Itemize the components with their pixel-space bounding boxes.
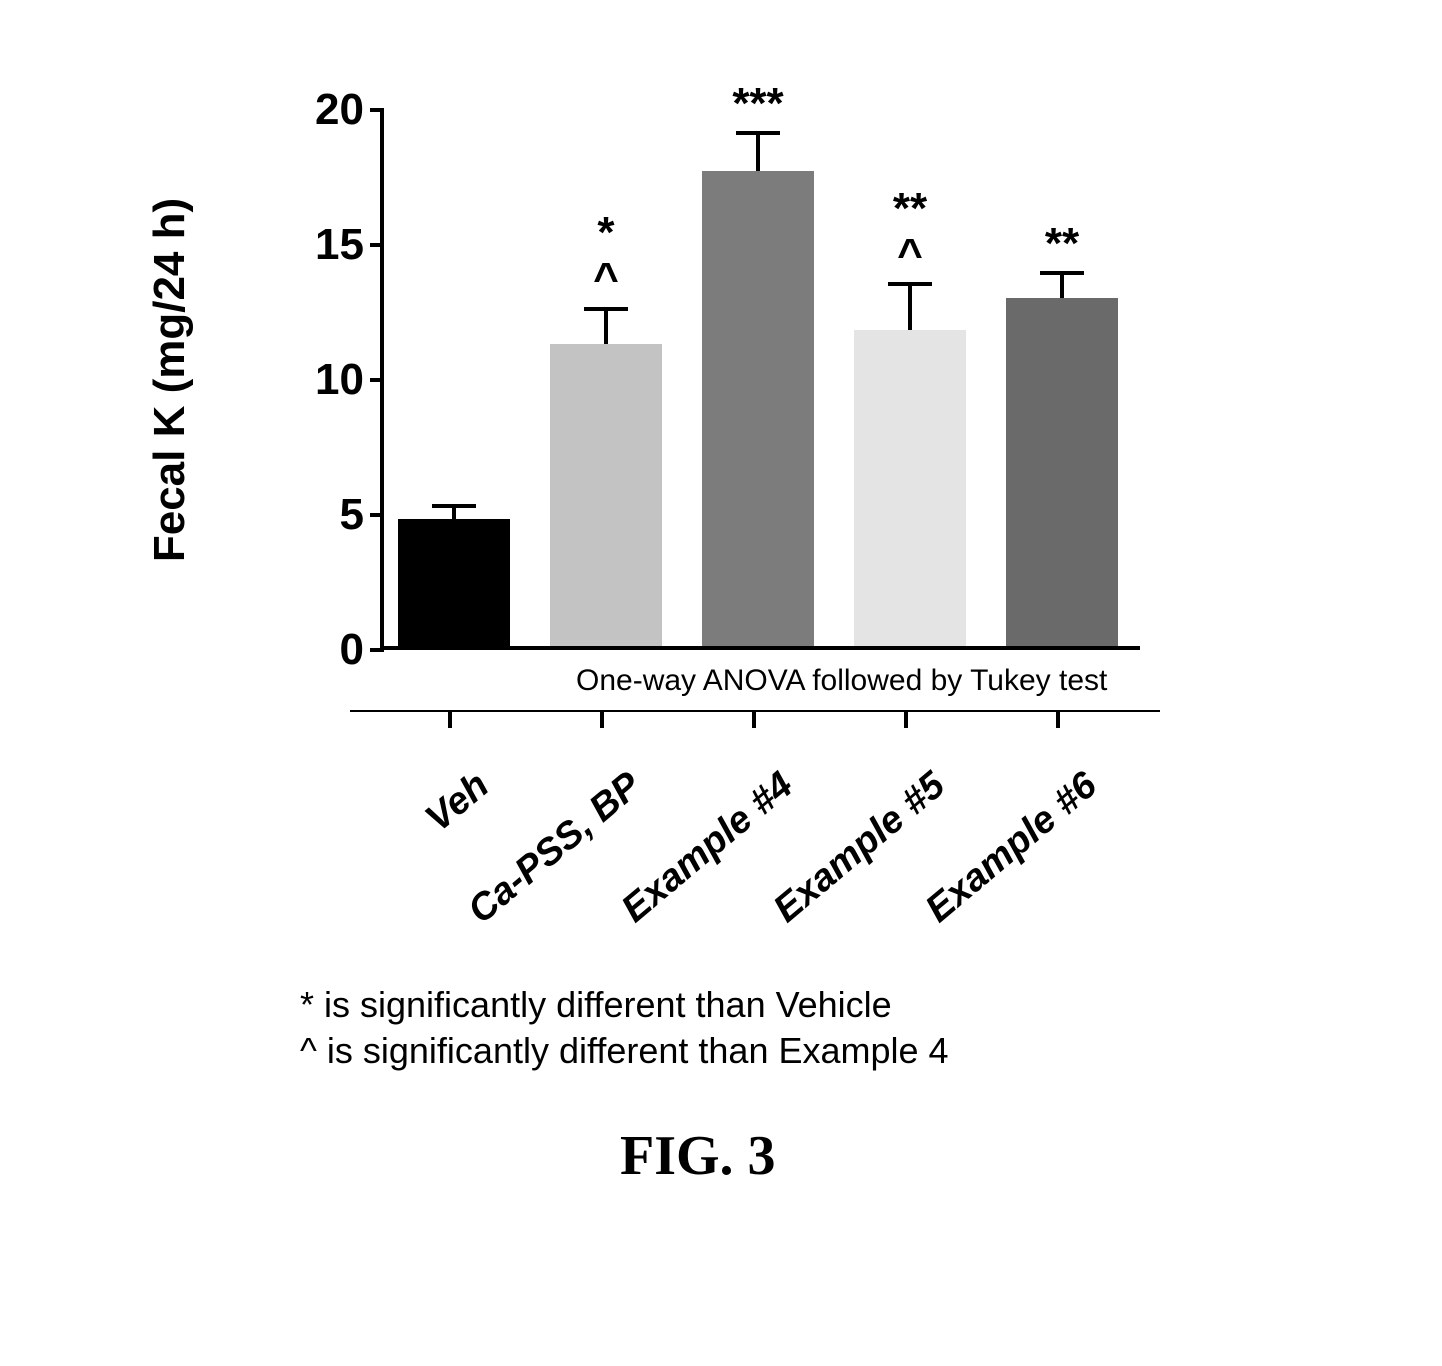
x-tick	[600, 710, 604, 728]
error-bar	[908, 284, 912, 330]
y-tick	[370, 243, 384, 247]
significance-label: **	[1045, 221, 1079, 267]
footnote-asterisk: * is significantly different than Vehicl…	[300, 984, 892, 1026]
bar-body	[1006, 298, 1118, 646]
y-tick	[370, 108, 384, 112]
bar: *^	[550, 106, 662, 646]
significance-label: ***	[732, 81, 783, 127]
x-tick	[752, 710, 756, 728]
bar	[398, 106, 510, 646]
bar-body	[550, 344, 662, 646]
y-tick	[370, 513, 384, 517]
significance-label: *^	[593, 210, 619, 302]
significance-label: **^	[893, 186, 927, 278]
error-bar-cap	[584, 307, 628, 311]
x-tick	[448, 710, 452, 728]
error-bar	[1060, 273, 1064, 297]
y-tick-label: 20	[315, 85, 364, 135]
y-tick-label: 5	[340, 490, 364, 540]
error-bar	[604, 309, 608, 344]
plot-box: 05101520*^*****^**	[380, 110, 1140, 650]
y-tick-label: 0	[340, 625, 364, 675]
error-bar	[452, 506, 456, 520]
error-bar-cap	[432, 504, 476, 508]
bar: **^	[854, 106, 966, 646]
figure-caption: FIG. 3	[620, 1124, 776, 1188]
x-tick	[1056, 710, 1060, 728]
bar: **	[1006, 106, 1118, 646]
bar: ***	[702, 106, 814, 646]
chart-area: Fecal K (mg/24 h) 05101520*^*****^** One…	[260, 110, 1160, 750]
y-tick-label: 15	[315, 220, 364, 270]
y-tick	[370, 648, 384, 652]
y-axis-label: Fecal K (mg/24 h)	[145, 198, 195, 562]
anova-note: One-way ANOVA followed by Tukey test	[576, 664, 1107, 698]
bar-body	[702, 171, 814, 646]
error-bar	[756, 133, 760, 171]
page-root: Fecal K (mg/24 h) 0 5 10 15 20 *^ *** **^ ** One…	[0, 0, 1442, 1366]
footnote-caret: ^ is significantly different than Exampl…	[300, 1030, 949, 1072]
y-tick	[370, 378, 384, 382]
y-tick-label: 10	[315, 355, 364, 405]
bar-body	[398, 519, 510, 646]
x-tick	[904, 710, 908, 728]
bar-body	[854, 330, 966, 646]
error-bar-cap	[736, 131, 780, 135]
error-bar-cap	[1040, 271, 1084, 275]
error-bar-cap	[888, 282, 932, 286]
